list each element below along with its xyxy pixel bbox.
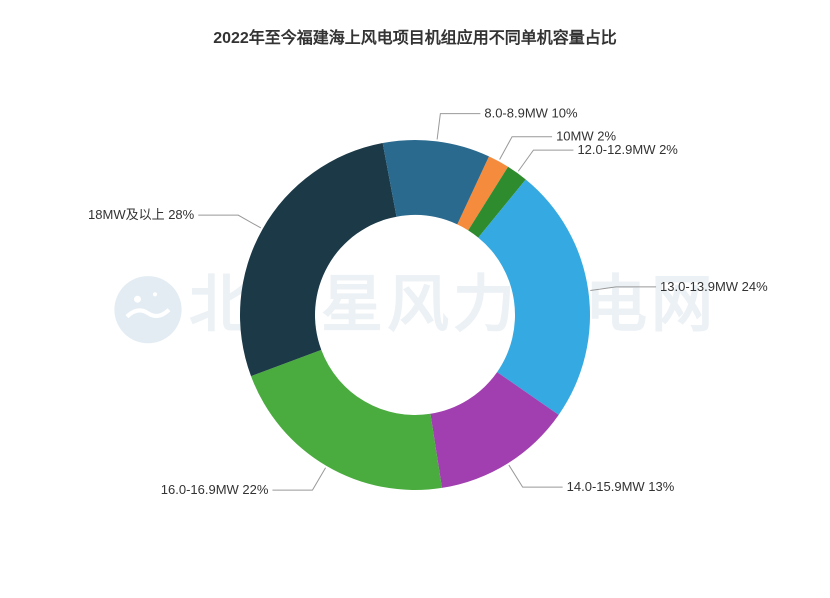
- slice-label: 13.0-13.9MW 24%: [660, 279, 768, 294]
- leader-line: [272, 468, 325, 490]
- leader-line: [198, 215, 261, 228]
- leader-line: [437, 114, 480, 140]
- leader-line: [518, 150, 573, 171]
- donut-chart: 10MW 2%12.0-12.9MW 2%13.0-13.9MW 24%14.0…: [0, 0, 830, 598]
- slice-label: 8.0-8.9MW 10%: [484, 106, 578, 121]
- slice-label: 14.0-15.9MW 13%: [567, 479, 675, 494]
- leader-line: [590, 287, 656, 291]
- leader-line: [500, 137, 552, 160]
- slice-16.0-16.9MW: [251, 350, 442, 490]
- slice-label: 12.0-12.9MW 2%: [577, 142, 678, 157]
- leader-line: [509, 465, 563, 487]
- slice-label: 18MW及以上 28%: [88, 207, 195, 222]
- slice-18MW及以上: [240, 143, 397, 376]
- chart-container: 2022年至今福建海上风电项目机组应用不同单机容量占比 北极星风力发电网 10M…: [0, 0, 830, 598]
- slice-label: 16.0-16.9MW 22%: [161, 482, 269, 497]
